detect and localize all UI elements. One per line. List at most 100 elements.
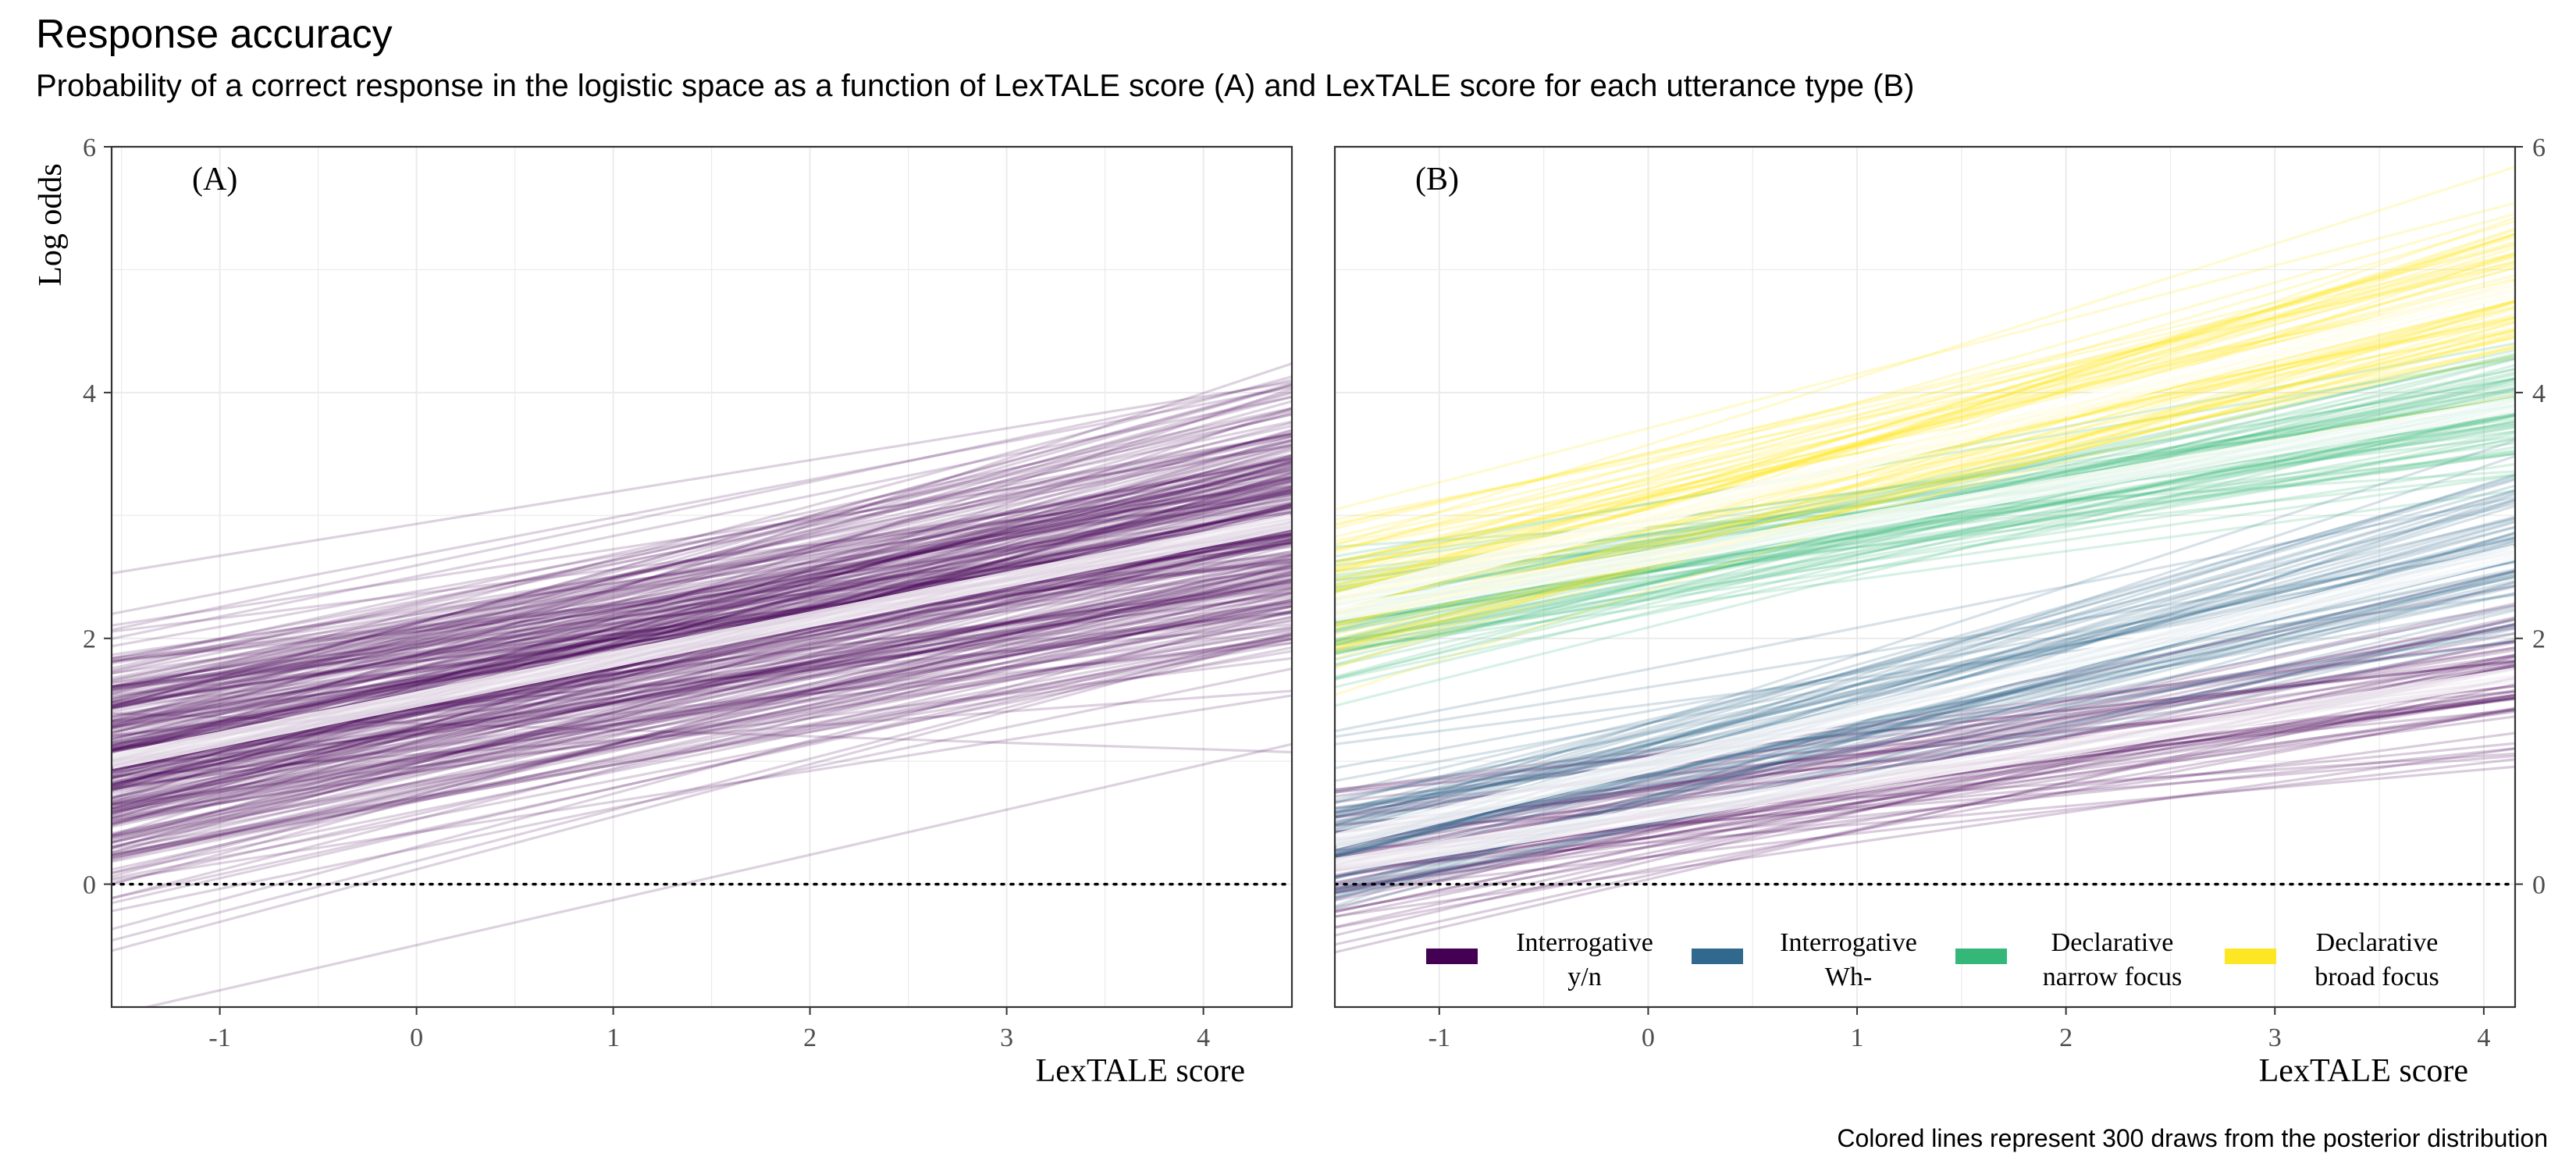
draw-line bbox=[1335, 253, 2515, 567]
draw-line bbox=[112, 633, 1292, 874]
draw-line bbox=[112, 478, 1292, 728]
draw-line bbox=[112, 589, 1292, 835]
draw-line bbox=[112, 588, 1292, 838]
draw-line bbox=[112, 489, 1292, 688]
draw-line bbox=[112, 629, 1292, 823]
draw-line bbox=[112, 560, 1292, 767]
draw-line bbox=[1335, 425, 2515, 626]
mean-line bbox=[1335, 397, 2515, 622]
draw-line bbox=[1335, 569, 2515, 857]
draw-line bbox=[1335, 660, 2515, 835]
draw-line bbox=[112, 505, 1292, 751]
draw-line bbox=[1335, 263, 2515, 525]
draw-line bbox=[112, 557, 1292, 710]
draw-line bbox=[1335, 396, 2515, 594]
draw-line bbox=[112, 444, 1292, 748]
draw-line bbox=[112, 537, 1292, 806]
draw-line bbox=[112, 488, 1292, 699]
draw-line bbox=[112, 540, 1292, 840]
draw-line bbox=[112, 457, 1292, 680]
draw-line bbox=[112, 689, 1292, 778]
draw-line bbox=[1335, 346, 2515, 617]
draw-line bbox=[112, 637, 1292, 856]
draw-line bbox=[112, 590, 1292, 767]
draw-line bbox=[1335, 707, 2515, 929]
draw-line bbox=[112, 538, 1292, 776]
draw-line bbox=[1335, 747, 2515, 918]
draw-line bbox=[112, 657, 1292, 806]
draw-line bbox=[1335, 301, 2515, 669]
draw-line bbox=[1335, 618, 2515, 852]
draw-line bbox=[1335, 709, 2515, 912]
draw-line bbox=[1335, 498, 2515, 835]
y-tick-label: 4 bbox=[83, 379, 96, 408]
draw-line bbox=[112, 571, 1292, 828]
draw-line bbox=[112, 540, 1292, 774]
draw-line bbox=[112, 413, 1292, 670]
draw-line bbox=[1335, 640, 2515, 798]
posterior-draws bbox=[1335, 439, 2515, 911]
x-tick-label: 4 bbox=[1197, 1023, 1210, 1052]
draw-line bbox=[1335, 549, 2515, 739]
draw-line bbox=[112, 457, 1292, 689]
draw-line bbox=[112, 506, 1292, 737]
draw-line bbox=[112, 407, 1292, 804]
x-tick-label: 1 bbox=[607, 1023, 620, 1052]
draw-line bbox=[1335, 570, 2515, 856]
x-tick-label: 0 bbox=[1642, 1023, 1655, 1052]
draw-line bbox=[112, 605, 1292, 813]
draw-line bbox=[112, 411, 1292, 747]
draw-line bbox=[112, 511, 1292, 747]
draw-line bbox=[112, 493, 1292, 703]
draw-line bbox=[1335, 299, 2515, 650]
draw-line bbox=[112, 563, 1292, 878]
draw-line bbox=[112, 518, 1292, 692]
draw-line bbox=[112, 543, 1292, 849]
draw-line bbox=[112, 425, 1292, 692]
draw-line bbox=[1335, 450, 2515, 624]
draw-line bbox=[112, 611, 1292, 774]
draw-line bbox=[112, 460, 1292, 787]
draw-line bbox=[112, 550, 1292, 767]
grid bbox=[112, 146, 1292, 1008]
panel-label: (A) bbox=[192, 162, 237, 198]
draw-line bbox=[112, 564, 1292, 806]
legend-item: Interrogative y/n bbox=[1426, 928, 1653, 991]
legend-label: Interrogative bbox=[1516, 928, 1653, 957]
draw-line bbox=[112, 555, 1292, 772]
draw-line bbox=[112, 562, 1292, 807]
draw-line bbox=[112, 641, 1292, 857]
legend-key bbox=[1955, 949, 2007, 964]
draw-line bbox=[112, 597, 1292, 838]
mean-line bbox=[1335, 544, 2515, 849]
draw-line bbox=[112, 432, 1292, 688]
draw-line bbox=[1335, 602, 2515, 861]
draw-line bbox=[1335, 266, 2515, 588]
draw-line bbox=[1335, 333, 2515, 647]
draw-line bbox=[1335, 379, 2515, 681]
draw-line bbox=[112, 591, 1292, 857]
draw-line bbox=[1335, 236, 2515, 591]
draw-line bbox=[1335, 475, 2515, 824]
draw-line bbox=[1335, 332, 2515, 651]
draw-line bbox=[112, 646, 1292, 880]
draw-line bbox=[112, 667, 1292, 913]
draw-line bbox=[1335, 646, 2515, 835]
draw-line bbox=[112, 553, 1292, 837]
draw-line bbox=[112, 632, 1292, 942]
draw-line bbox=[1335, 622, 2515, 895]
draw-line bbox=[112, 531, 1292, 788]
draw-line bbox=[112, 409, 1292, 673]
y-tick-label: 2 bbox=[83, 625, 96, 654]
legend-label: y/n bbox=[1567, 963, 1601, 991]
draw-line bbox=[112, 453, 1292, 704]
draw-line bbox=[1335, 484, 2515, 817]
draw-line bbox=[112, 573, 1292, 780]
draw-line bbox=[1335, 166, 2515, 547]
draw-line bbox=[1335, 260, 2515, 539]
draw-line bbox=[112, 533, 1292, 770]
draw-line bbox=[112, 476, 1292, 719]
draw-line bbox=[112, 592, 1292, 900]
draw-line bbox=[1335, 463, 2515, 642]
